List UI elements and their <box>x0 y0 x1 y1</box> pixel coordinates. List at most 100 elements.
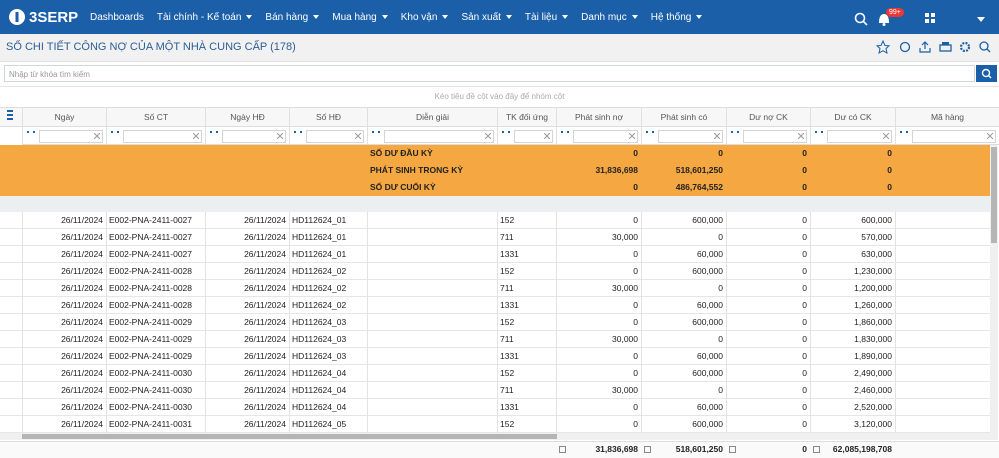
clear-icon <box>798 133 804 139</box>
filter-operator[interactable] <box>900 131 908 133</box>
filter-cell <box>106 127 205 145</box>
cell: 26/11/2024 <box>22 399 106 416</box>
filter-operator[interactable] <box>111 131 119 133</box>
filter-operator[interactable] <box>294 131 302 133</box>
column-header[interactable]: Phát sinh nợ <box>556 107 641 127</box>
cell: 26/11/2024 <box>22 331 106 348</box>
nav-icons <box>850 8 990 30</box>
menu-item[interactable]: Mua hàng <box>332 12 387 23</box>
cell: 26/11/2024 <box>22 246 106 263</box>
search-button[interactable] <box>976 65 997 82</box>
column-menu[interactable] <box>7 110 13 122</box>
menu-item[interactable]: Tài chính - Kế toán <box>157 12 253 23</box>
total-value: 62,085,198,708 <box>810 441 895 458</box>
cell: 152 <box>497 212 556 229</box>
column-header[interactable]: Ngày HĐ <box>205 107 289 127</box>
cell: HD112624_02 <box>289 280 367 297</box>
menu-label: Bán hàng <box>265 12 308 23</box>
caret <box>382 15 388 19</box>
filter-input[interactable] <box>743 130 807 143</box>
menu-label: Tài liệu <box>525 12 557 23</box>
cell: E002-PNA-2411-0029 <box>106 331 205 348</box>
menu-item[interactable]: Hệ thống <box>651 12 703 23</box>
filter-input[interactable] <box>658 130 723 143</box>
menu-item[interactable]: Sản xuất <box>461 12 511 23</box>
page-title: SỔ CHI TIẾT CÔNG NỢ CỦA MỘT NHÀ CUNG CẤP… <box>6 41 296 53</box>
menu-label: Dashboards <box>90 12 144 23</box>
filter-input[interactable] <box>39 130 103 143</box>
filter-operator[interactable] <box>646 131 654 133</box>
menu-item[interactable]: Bán hàng <box>265 12 319 23</box>
filter-input[interactable] <box>123 130 202 143</box>
cell: 0 <box>726 382 810 399</box>
column-header[interactable]: Phát sinh có <box>641 107 726 127</box>
filter-input[interactable] <box>222 130 286 143</box>
total-value: 31,836,698 <box>556 441 641 458</box>
cell: 1,260,000 <box>810 297 895 314</box>
cell-border <box>895 365 896 382</box>
cell: HD112624_04 <box>289 382 367 399</box>
vertical-thumb[interactable] <box>991 147 997 243</box>
cell: 26/11/2024 <box>22 314 106 331</box>
toolbar-icons <box>876 40 996 54</box>
cell: 26/11/2024 <box>205 382 289 399</box>
filter-operator[interactable] <box>561 131 569 133</box>
filter-input[interactable] <box>573 130 638 143</box>
column-header[interactable]: Ngày <box>22 107 106 127</box>
cell: 2,490,000 <box>810 365 895 382</box>
column-header[interactable]: Số HĐ <box>289 107 367 127</box>
cell: 26/11/2024 <box>22 212 106 229</box>
cell: 0 <box>726 280 810 297</box>
clear-icon <box>485 133 491 139</box>
cell: E002-PNA-2411-0030 <box>106 365 205 382</box>
cell: 152 <box>497 263 556 280</box>
title-bar: SỔ CHI TIẾT CÔNG NỢ CỦA MỘT NHÀ CUNG CẤP… <box>0 34 999 62</box>
column-header[interactable]: Dư có CK <box>810 107 895 127</box>
cell: 600,000 <box>641 416 726 433</box>
caret <box>632 15 638 19</box>
cell: 630,000 <box>810 246 895 263</box>
filter-input[interactable] <box>306 130 364 143</box>
menu-item[interactable]: Kho vận <box>401 12 449 23</box>
filter-operator[interactable] <box>210 131 218 133</box>
cell: 1331 <box>497 348 556 365</box>
empty-row <box>0 196 990 212</box>
clear-icon <box>193 133 199 139</box>
menu-item[interactable]: Danh mục <box>581 12 638 23</box>
menu-item[interactable]: Tài liệu <box>525 12 568 23</box>
summary-label: SỐ DƯ ĐẦU KỲ <box>367 145 497 162</box>
column-header[interactable]: Mã hàng <box>895 107 999 127</box>
cell: 0 <box>641 331 726 348</box>
filter-input[interactable] <box>827 130 892 143</box>
search-input[interactable]: Nhập từ khóa tìm kiếm <box>4 65 975 82</box>
cell: 0 <box>556 348 641 365</box>
cell: 26/11/2024 <box>22 229 106 246</box>
column-header[interactable]: TK đối ứng <box>497 107 556 127</box>
filter-input[interactable] <box>384 130 494 143</box>
summary-value: 486,764,552 <box>641 179 726 196</box>
horizontal-thumb[interactable] <box>22 434 557 439</box>
cell: 26/11/2024 <box>205 331 289 348</box>
summary-value: 0 <box>641 145 726 162</box>
caret <box>313 15 319 19</box>
filter-operator[interactable] <box>731 131 739 133</box>
filter-input[interactable] <box>912 130 996 143</box>
column-header[interactable]: Dư nợ CK <box>726 107 810 127</box>
filter-input[interactable] <box>514 130 553 143</box>
cell: 0 <box>726 416 810 433</box>
filter-operator[interactable] <box>372 131 380 133</box>
column-header[interactable]: Diễn giải <box>367 107 497 127</box>
filter-cell <box>556 127 641 145</box>
cell-border <box>895 246 896 263</box>
filter-operator[interactable] <box>502 131 510 133</box>
logo[interactable]: 3SERP <box>8 8 78 26</box>
filter-operator[interactable] <box>815 131 823 133</box>
cell: 1,860,000 <box>810 314 895 331</box>
summary-label: SỐ DƯ CUỐI KỲ <box>367 179 497 196</box>
cell-border <box>367 399 368 416</box>
cell: HD112624_02 <box>289 263 367 280</box>
menu-item[interactable]: Dashboards <box>90 12 144 23</box>
column-header[interactable]: Số CT <box>106 107 205 127</box>
filter-operator[interactable] <box>27 131 35 133</box>
